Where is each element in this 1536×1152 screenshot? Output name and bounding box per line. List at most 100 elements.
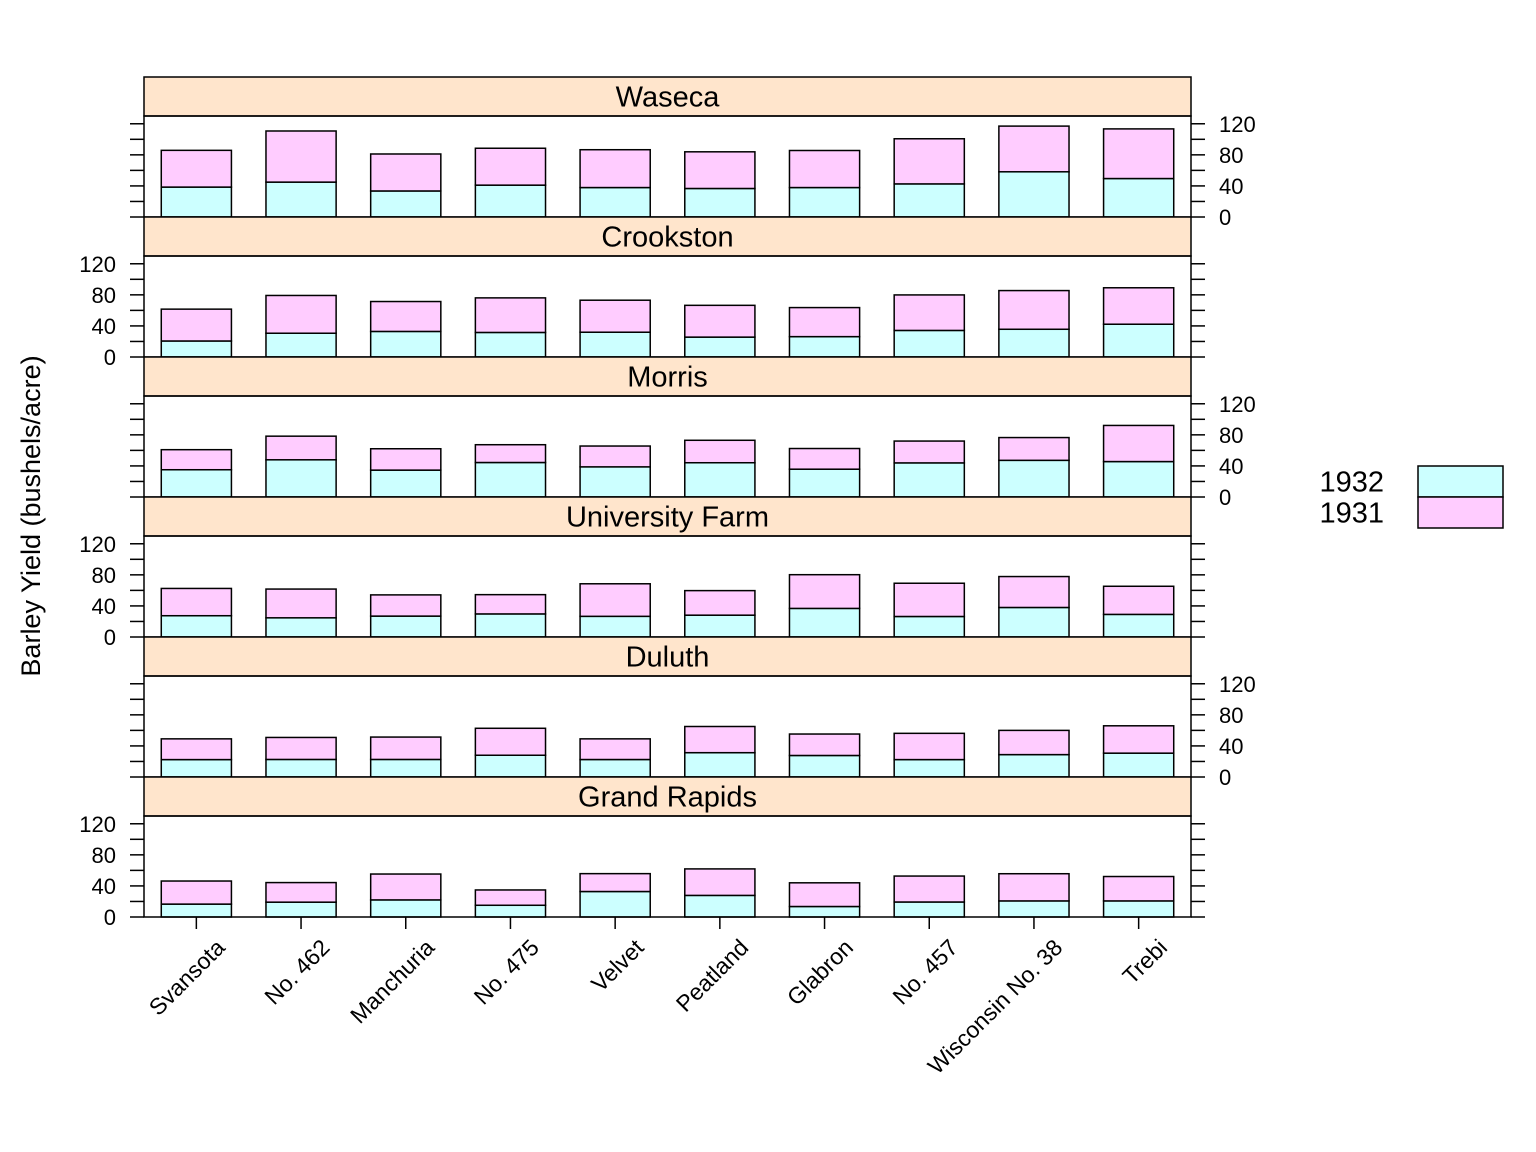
bar-1932-no-462 [265,901,337,918]
bar-1931-no-457 [893,582,966,618]
bar-1931-wisconsin-no-38 [998,125,1070,173]
y-tick-label: 120 [79,812,116,837]
panel-university-farm: University Farm 0 40 80 120 [79,496,1205,650]
bar-1932-wisconsin-no-38 [998,328,1070,358]
x-tick-label: Manchuria [345,934,439,1028]
bar-1932-velvet [579,186,651,218]
bar-1931-trebi [1102,287,1175,325]
y-tick-label: 0 [104,345,116,370]
bar-1931-velvet [579,583,651,618]
x-axis: Svansota No. 462 Manchuria No. 475 Velvet Pea… [144,917,1172,1079]
bar-1931-manchuria [369,300,442,333]
panel-waseca: Waseca 0 40 80 120 [130,76,1256,230]
bar-1932-velvet [579,331,651,358]
bar-1932-svansota [160,614,233,638]
bar-1931-wisconsin-no-38 [998,289,1070,331]
bar-1932-svansota [160,468,233,498]
bar-1932-wisconsin-no-38 [998,171,1070,218]
bar-1931-manchuria [369,873,442,901]
bar-1932-manchuria [369,758,442,778]
bar-1932-manchuria [369,190,442,218]
bar-1931-no-462 [265,588,337,619]
bar-1932-no-457 [893,615,966,638]
bar-1932-peatland [684,894,756,918]
bar-1932-no-475 [474,613,547,638]
panel-morris: Morris 0 40 80 120 [130,356,1256,510]
y-tick-label: 80 [1219,143,1243,168]
y-tick-label: 40 [1219,454,1243,479]
y-tick-label: 40 [1219,174,1243,199]
bar-1931-no-457 [893,138,966,185]
strip-background [143,356,1192,397]
strip-label: Morris [627,362,708,394]
bar-1932-no-457 [893,758,966,778]
bar-1931-peatland [684,151,756,190]
bar-1931-wisconsin-no-38 [998,436,1070,462]
bar-1931-no-462 [265,736,337,761]
bar-1932-no-475 [474,461,547,498]
bar-1931-manchuria [369,736,442,761]
bar-1931-svansota [160,738,233,761]
legend-label-1932: 1932 [1319,467,1384,499]
bar-1932-manchuria [369,615,442,638]
bar-1931-no-475 [474,147,547,186]
bar-1931-no-457 [893,440,966,464]
x-tick-label: Velvet [586,934,649,997]
bar-1931-velvet [579,148,651,189]
bar-1931-no-475 [474,297,547,334]
bar-1932-no-475 [474,904,547,918]
bar-1932-svansota [160,340,233,358]
bar-1931-trebi [1102,875,1175,902]
bar-1931-peatland [684,589,756,616]
y-tick-label: 80 [1219,703,1243,728]
bar-1932-trebi [1102,323,1175,358]
legend-swatch-1931 [1417,496,1504,529]
bar-1931-svansota [160,587,233,617]
panels-layer: Waseca 0 40 80 120 Crookston 0 40 80 120 Morris 0 40… [79,76,1256,930]
strip-label: Crookston [601,222,733,254]
bar-1931-wisconsin-no-38 [998,872,1070,902]
bar-1931-glabron [788,149,861,189]
bar-1932-no-457 [893,462,966,498]
y-axis-label: Barley Yield (bushels/acre) [16,355,46,676]
bar-1931-trebi [1102,424,1175,463]
bar-1932-glabron [788,607,861,638]
y-tick-label: 80 [92,843,116,868]
bar-1932-no-457 [893,183,966,218]
strip-background [143,76,1192,117]
y-tick-label: 0 [1219,485,1231,510]
y-tick-label: 40 [1219,734,1243,759]
bar-1932-trebi [1102,900,1175,918]
strip-label: Duluth [626,642,710,674]
bar-1931-manchuria [369,153,442,192]
x-tick-label: No. 475 [469,934,544,1009]
bar-1931-wisconsin-no-38 [998,729,1070,756]
bar-1932-svansota [160,903,233,918]
bar-1932-svansota [160,186,233,218]
bar-1932-no-462 [265,459,337,498]
bar-1932-svansota [160,758,233,778]
bar-1932-manchuria [369,330,442,358]
bar-1931-no-475 [474,593,547,615]
strip-background [143,636,1192,677]
strip-label: Waseca [616,82,721,114]
y-tick-label: 40 [92,874,116,899]
bar-1932-peatland [684,461,756,498]
bar-1932-wisconsin-no-38 [998,900,1070,918]
bar-1931-no-475 [474,727,547,756]
bar-1932-glabron [788,754,861,778]
bar-1932-trebi [1102,752,1175,778]
bar-1931-velvet [579,299,651,333]
bar-1932-glabron [788,186,861,218]
bar-1931-glabron [788,447,861,470]
y-tick-label: 40 [92,594,116,619]
bar-1932-no-475 [474,754,547,778]
y-tick-label: 0 [104,625,116,650]
bar-1931-svansota [160,448,233,471]
strip-background [143,216,1192,257]
bar-1932-no-457 [893,329,966,358]
bar-1932-no-462 [265,332,337,358]
bar-1932-no-462 [265,617,337,638]
panel-duluth: Duluth 0 40 80 120 [130,636,1256,790]
